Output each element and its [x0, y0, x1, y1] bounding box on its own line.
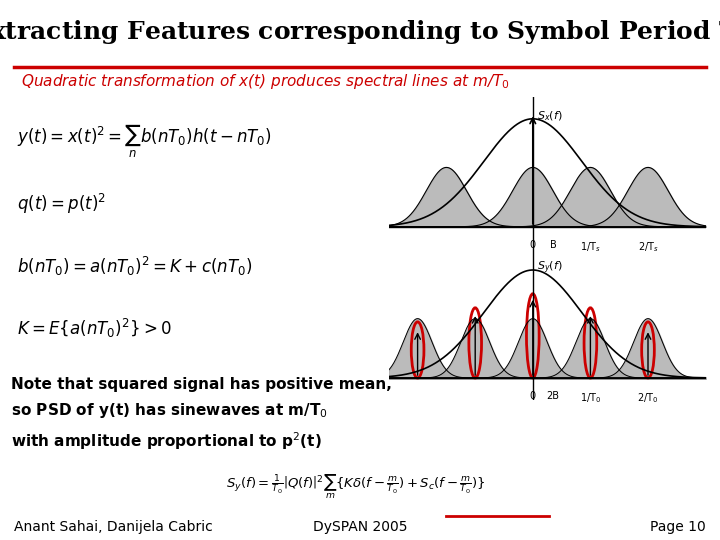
Text: $q(t) = p(t)^2$: $q(t) = p(t)^2$ [17, 192, 106, 216]
Text: DySPAN 2005: DySPAN 2005 [312, 519, 408, 534]
Text: Quadratic transformation of x(t) produces spectral lines at m/T$_0$: Quadratic transformation of x(t) produce… [22, 72, 510, 91]
Text: $K = E\{a(nT_0)^2\} > 0$: $K = E\{a(nT_0)^2\} > 0$ [17, 318, 171, 340]
Text: $b(nT_0) = a(nT_0)^2 = K + c(nT_0)$: $b(nT_0) = a(nT_0)^2 = K + c(nT_0)$ [17, 255, 252, 278]
Text: 2B: 2B [546, 391, 559, 401]
Text: 2/T$_s$: 2/T$_s$ [637, 240, 659, 254]
Text: 0: 0 [530, 391, 536, 401]
Text: 0: 0 [530, 240, 536, 250]
Text: $y(t) = x(t)^2 = \sum_n b(nT_0) h(t - nT_0)$: $y(t) = x(t)^2 = \sum_n b(nT_0) h(t - nT… [17, 123, 271, 160]
Text: 1/T$_s$: 1/T$_s$ [580, 240, 601, 254]
Text: Anant Sahai, Danijela Cabric: Anant Sahai, Danijela Cabric [14, 519, 213, 534]
Text: Page 10: Page 10 [650, 519, 706, 534]
Text: $S_x(f)$: $S_x(f)$ [537, 109, 563, 123]
Text: 1/T$_0$: 1/T$_0$ [580, 391, 601, 405]
Text: Note that squared signal has positive mean,
so PSD of y(t) has sinewaves at m/T$: Note that squared signal has positive me… [12, 377, 392, 451]
Text: $S_y(f)$: $S_y(f)$ [537, 259, 563, 276]
Text: $S_y(f) = \frac{1}{T_0}\left|Q(f)\right|^2\sum_m \{K\delta(f - \frac{m}{T_0}) + : $S_y(f) = \frac{1}{T_0}\left|Q(f)\right|… [226, 472, 485, 501]
Text: B: B [549, 240, 557, 250]
Text: Extracting Features corresponding to Symbol Period T$_0$: Extracting Features corresponding to Sym… [0, 17, 720, 45]
Text: 2/T$_0$: 2/T$_0$ [637, 391, 659, 405]
